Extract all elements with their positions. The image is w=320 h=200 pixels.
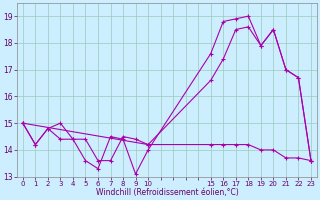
X-axis label: Windchill (Refroidissement éolien,°C): Windchill (Refroidissement éolien,°C) xyxy=(96,188,238,197)
